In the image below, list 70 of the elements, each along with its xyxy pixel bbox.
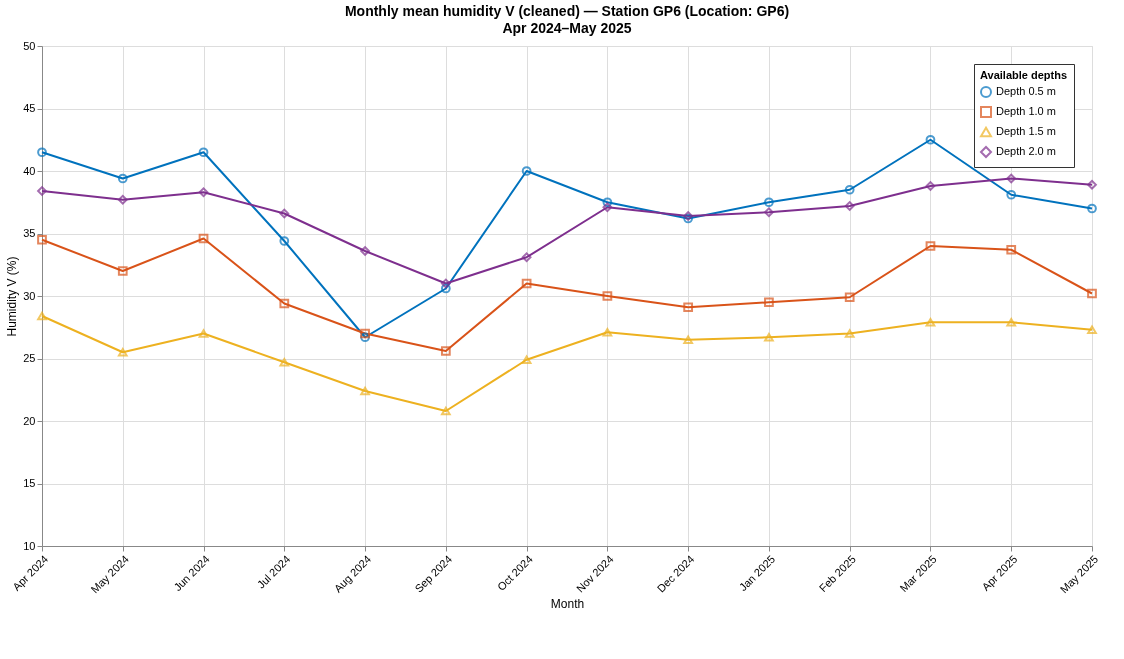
point [279,357,290,367]
point [521,278,532,289]
point [1087,325,1097,335]
point [925,181,936,191]
point [925,134,936,145]
point [440,406,451,416]
point [521,252,532,263]
point [37,234,47,245]
y-tick-label: 10 [23,539,36,552]
point [764,297,774,308]
point [521,355,532,365]
point [844,201,855,211]
point [279,236,290,246]
point [440,283,451,294]
point [37,186,47,196]
point [925,317,936,327]
y-axis-title: Humidity V (%) [5,256,20,337]
point [117,266,128,276]
point [279,208,290,219]
point [602,291,613,301]
y-tick-label: 50 [23,39,36,52]
point [521,166,532,176]
point [764,197,774,208]
y-tick-label: 40 [23,164,36,177]
point [844,292,855,303]
point [117,173,128,184]
point [360,332,370,343]
y-tick-label: 20 [23,414,36,427]
x-axis-title: Month [550,597,585,612]
y-tick-label: 15 [23,477,36,489]
point [925,241,936,251]
legend-label: Depth 0.5 m [996,85,1056,97]
y-tick-label: 30 [23,289,36,302]
point [764,332,774,342]
legend-label: Depth 2.0 m [996,145,1056,157]
y-tick-label: 35 [23,227,36,239]
point [117,347,128,357]
point [683,302,694,313]
point [1006,244,1017,255]
point [1006,173,1017,184]
legend-label: Depth 1.5 m [996,125,1056,137]
point [1087,179,1097,190]
point [360,386,370,396]
point [117,194,128,205]
point [602,197,613,208]
point [198,233,209,244]
point [37,311,47,321]
chart-title: Monthly mean humidity V (cleaned) — Station GP6 (Location: GP6) [344,3,790,19]
chart-subtitle: Apr 2024–May 2025 [502,20,632,36]
point [1087,288,1097,299]
point [683,335,694,345]
point [198,147,209,158]
point [844,184,855,195]
point [602,202,613,213]
point [360,328,370,339]
point [198,187,209,198]
legend-label: Depth 1.0 m [996,105,1056,117]
point [602,327,613,337]
point [1006,189,1017,200]
y-tick-label: 45 [23,102,36,114]
point [1006,317,1017,327]
point [440,278,451,289]
legend-title: Available depths [980,69,1068,81]
point [440,346,451,356]
point [360,246,370,256]
y-tick-label: 25 [23,352,36,364]
point [279,298,290,309]
point [198,329,209,338]
point [844,329,855,338]
point [764,207,774,218]
